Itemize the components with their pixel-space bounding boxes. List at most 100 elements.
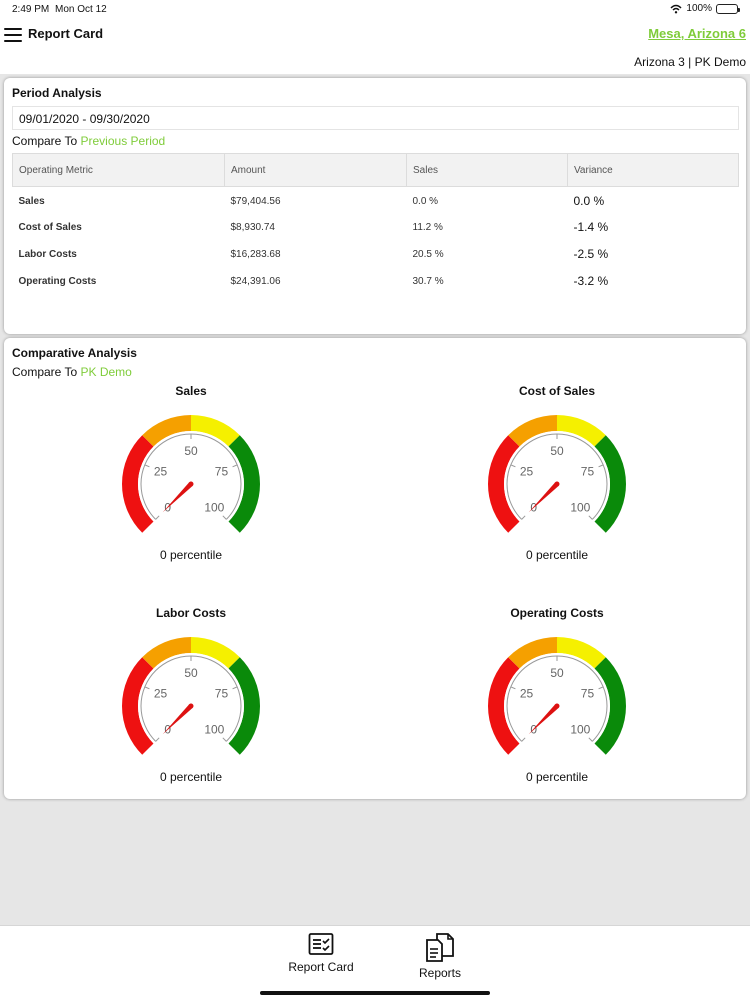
gauge-title: Operating Costs	[510, 606, 604, 620]
nav-bar: Report Card Mesa, Arizona 6 Arizona 3 | …	[0, 18, 750, 74]
gauge-title: Cost of Sales	[518, 384, 596, 398]
gauge-tick-label: 50	[184, 666, 198, 680]
store-subtitle: Arizona 3 | PK Demo	[634, 55, 746, 69]
gauge-percentile-label: 0 percentile	[525, 770, 589, 784]
gauge-title: Labor Costs	[155, 606, 226, 620]
gauge-tick-label: 25	[520, 686, 534, 700]
gauge-tick	[155, 737, 160, 742]
period-compare: Compare To Previous Period	[12, 134, 165, 148]
metric-name: Operating Costs	[18, 275, 97, 287]
gauge-title: Sales	[175, 384, 207, 398]
gauge-inner-ring	[504, 653, 610, 744]
gauge-band-green	[228, 435, 260, 533]
compare-prefix: Compare To	[12, 365, 78, 379]
gauge-tick-label: 50	[184, 444, 198, 458]
compare-period-link[interactable]: Previous Period	[80, 134, 166, 148]
metric-sales: 20.5 %	[412, 248, 444, 260]
location-link[interactable]: Mesa, Arizona 6	[648, 26, 746, 41]
metric-amount: $79,404.56	[230, 195, 281, 207]
gauge-tick-label: 75	[215, 686, 229, 700]
compare-prefix: Compare To	[12, 134, 78, 148]
gauge-tick	[222, 515, 227, 520]
col-header-amount: Amount	[224, 153, 407, 187]
gauge-tick-label: 25	[154, 686, 168, 700]
gauge-band-orange	[508, 637, 558, 669]
gauge-needle	[162, 704, 193, 735]
col-header-metric: Operating Metric	[12, 153, 225, 187]
comparative-analysis-card: Comparative Analysis Compare To PK Demo …	[4, 338, 746, 799]
gauge-cost-of-sales: Cost of Sales 0255075100 0 percentile	[467, 384, 647, 562]
page-title: Report Card	[28, 26, 104, 41]
gauge-dial: 0255075100	[488, 415, 626, 533]
metric-amount: $16,283.68	[230, 248, 281, 260]
tab-reports[interactable]: Reports	[395, 932, 485, 980]
gauge-percentile-label: 0 percentile	[159, 548, 223, 562]
gauge-tick	[521, 515, 526, 520]
tab-label: Reports	[418, 966, 462, 980]
gauge-labor-costs: Labor Costs 0255075100 0 percentile	[101, 606, 281, 784]
gauge-band-green	[228, 657, 260, 755]
gauge-tick	[510, 464, 516, 468]
comparative-analysis-title: Comparative Analysis	[12, 346, 137, 360]
gauge-needle-hub	[188, 481, 194, 487]
tab-report-card[interactable]: Report Card	[276, 932, 366, 974]
tab-label: Report Card	[288, 960, 354, 974]
gauge-dial: 0255075100	[488, 637, 626, 755]
metric-amount: $24,391.06	[230, 275, 281, 287]
gauge-inner-ring	[138, 431, 244, 522]
gauge-band-yellow	[190, 415, 240, 447]
gauge-tick-label: 75	[581, 686, 595, 700]
date-range-field[interactable]: 09/01/2020 - 09/30/2020	[12, 106, 739, 130]
metric-variance: -1.4 %	[573, 220, 609, 234]
metric-variance: -3.2 %	[573, 274, 609, 288]
gauge-tick	[510, 686, 516, 690]
gauge-band-red	[488, 657, 520, 755]
gauge-percentile-label: 0 percentile	[525, 548, 589, 562]
menu-icon[interactable]	[4, 28, 22, 42]
metric-sales: 30.7 %	[412, 275, 444, 287]
gauge-needle-hub	[554, 703, 560, 709]
table-row: Operating Costs $24,391.06 30.7 % -3.2 %	[13, 268, 739, 295]
gauge-tick-label: 75	[215, 464, 229, 478]
gauge-band-red	[488, 435, 520, 533]
gauge-tick-label: 100	[570, 722, 590, 736]
metric-amount: $8,930.74	[230, 221, 276, 233]
gauge-tick	[588, 737, 593, 742]
gauge-needle	[528, 704, 559, 735]
home-indicator	[260, 991, 490, 995]
gauge-tick	[598, 686, 604, 690]
gauge-inner-ring	[504, 431, 610, 522]
compare-store-link[interactable]: PK Demo	[80, 365, 132, 379]
gauge-inner-ring	[138, 653, 244, 744]
gauge-needle	[162, 482, 193, 513]
battery-percent: 100%	[686, 3, 712, 14]
gauge-dial: 0255075100	[122, 637, 260, 755]
comparative-compare: Compare To PK Demo	[12, 365, 132, 379]
reports-icon	[426, 933, 454, 962]
gauge-operating-costs: Operating Costs 0255075100 0 percentile	[467, 606, 647, 784]
gauge-scale-line	[506, 655, 608, 742]
metric-sales: 0.0 %	[412, 195, 439, 207]
period-analysis-card: Period Analysis 09/01/2020 - 09/30/2020 …	[4, 78, 746, 334]
gauge-needle-hub	[554, 481, 560, 487]
metric-sales: 11.2 %	[412, 221, 443, 233]
metric-variance: 0.0 %	[573, 194, 605, 209]
gauge-tick	[588, 515, 593, 520]
gauge-band-orange	[508, 415, 558, 447]
metric-name: Cost of Sales	[18, 221, 82, 233]
gauge-band-green	[594, 657, 626, 755]
gauge-tick-label: 100	[204, 722, 224, 736]
gauge-sales: Sales 0255075100 0 percentile	[101, 384, 281, 562]
col-header-sales: Sales	[406, 153, 568, 187]
gauge-scale-line	[140, 433, 242, 520]
gauge-tick-label: 75	[581, 464, 595, 478]
table-row: Sales $79,404.56 0.0 % 0.0 %	[13, 187, 739, 214]
gauge-needle	[528, 482, 559, 513]
gauge-tick	[144, 464, 150, 468]
gauge-scale-line	[140, 655, 242, 742]
period-analysis-title: Period Analysis	[12, 86, 102, 100]
metric-variance: -2.5 %	[573, 247, 609, 261]
gauge-tick	[521, 737, 526, 742]
gauge-tick	[232, 686, 238, 690]
gauge-tick-label: 100	[204, 500, 224, 514]
